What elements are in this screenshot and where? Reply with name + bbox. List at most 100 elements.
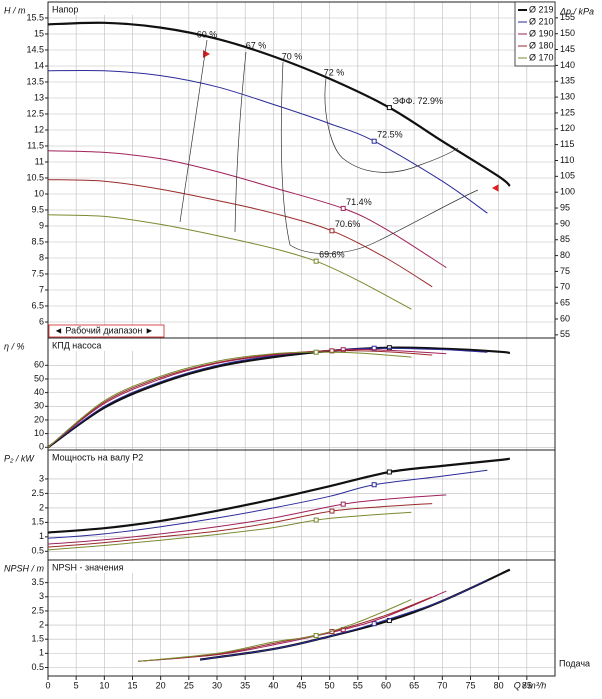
x-tick-label: 20 <box>156 680 166 690</box>
x-tick-label: 50 <box>325 680 335 690</box>
bep-label: 72.5% <box>377 130 403 140</box>
y2-tick-label: 60 <box>560 313 570 323</box>
y2-tick-label: 115 <box>560 139 574 149</box>
y-axis-label: NPSH / m <box>4 563 45 573</box>
x-tick-label: 0 <box>45 680 50 690</box>
x-axis-label-2: Подача <box>559 658 590 668</box>
y2-tick-label: 135 <box>560 76 575 86</box>
iso-label: 67 % <box>246 40 267 50</box>
bep-marker <box>371 138 377 144</box>
title-bg <box>49 451 159 463</box>
y-tick-label: 13.5 <box>26 76 44 86</box>
y2-tick-label: 70 <box>560 282 570 292</box>
title-bg <box>49 339 159 351</box>
y-tick-label: 12 <box>34 124 44 134</box>
y2-tick-label: 150 <box>560 28 575 38</box>
range-box <box>48 324 165 338</box>
y-tick-label: 20 <box>34 414 44 424</box>
curve <box>47 511 412 551</box>
iso-line <box>234 51 247 233</box>
iso-label: 60 % <box>197 29 218 39</box>
y-tick-label: 3 <box>39 473 44 483</box>
x-tick-label: 35 <box>240 680 250 690</box>
y2-tick-label: 90 <box>560 218 570 228</box>
legend-label: Ø 170 <box>529 52 554 62</box>
y2-tick-label: 75 <box>560 266 570 276</box>
curve <box>47 346 511 449</box>
y-tick-label: 10 <box>34 428 44 438</box>
y-tick-label: 8.5 <box>31 236 44 246</box>
x-tick-label: 75 <box>465 680 475 690</box>
y2-tick-label: 130 <box>560 91 575 101</box>
bep-marker <box>329 228 335 234</box>
panel: 6 6.5 7 7.5 8 8.5 9 9.5 10 10.5 11 11.5 12 12.5 13 13.5… <box>4 1 594 339</box>
title-bg <box>49 561 159 573</box>
y2-tick-label: 145 <box>560 44 575 54</box>
y-tick-label: 0.5 <box>31 662 44 672</box>
y-tick-label: 15 <box>34 28 44 38</box>
y2-tick-label: 65 <box>560 298 570 308</box>
y-tick-label: 60 <box>34 360 44 370</box>
bep-marker <box>371 482 377 488</box>
y-tick-label: 3.5 <box>31 577 44 587</box>
y-tick-label: 10 <box>34 188 44 198</box>
y-tick-label: 7 <box>39 284 44 294</box>
y2-tick-label: 85 <box>560 234 570 244</box>
curve <box>47 469 488 539</box>
y-tick-label: 14 <box>34 60 44 70</box>
y2-tick-label: 120 <box>560 123 575 133</box>
curve <box>47 348 447 448</box>
y-tick-label: 11.5 <box>27 140 44 150</box>
y2-tick-label: 155 <box>560 12 575 22</box>
y2-axis-label: Δp / kPa <box>559 6 594 16</box>
bep-marker <box>371 621 377 627</box>
y-tick-label: 1.5 <box>31 634 44 644</box>
y-tick-label: 1 <box>39 531 44 541</box>
iso-efficiency-lines <box>179 39 479 254</box>
x-tick-label: 45 <box>296 680 306 690</box>
y-tick-label: 7.5 <box>31 268 44 278</box>
x-tick-label: 60 <box>381 680 391 690</box>
y-tick-label: 1 <box>39 648 44 658</box>
y-axis-label: P₂ / kW <box>4 453 35 463</box>
bep-marker <box>313 258 319 264</box>
panel: 0 5 10 15 20 25 30 35 40 45 50 55 60 65 70 75 80 85 0.5 1 1.… <box>4 559 590 690</box>
y-axis-label: η / % <box>4 341 25 351</box>
bep-marker <box>313 517 319 523</box>
panel: 0 10 20 30 40 50 60 КПД насоса η / % <box>4 337 556 452</box>
y-tick-label: 30 <box>34 401 44 411</box>
x-tick-label: 10 <box>99 680 109 690</box>
y-tick-label: 12.5 <box>26 108 44 118</box>
y-tick-label: 9.5 <box>31 204 44 214</box>
y-tick-label: 0 <box>39 442 44 452</box>
y2-tick-label: 100 <box>560 187 575 197</box>
y2-tick-label: 80 <box>560 250 570 260</box>
curve <box>47 351 412 448</box>
y-tick-label: 2 <box>39 502 44 512</box>
y-tick-label: 11 <box>35 156 44 166</box>
y-tick-label: 15.5 <box>26 12 44 22</box>
iso-label: 72 % <box>324 67 345 77</box>
curve <box>47 350 433 448</box>
y2-tick-label: 140 <box>560 60 575 70</box>
y-tick-label: 6.5 <box>31 300 44 310</box>
y-tick-label: 2.5 <box>31 605 44 615</box>
y-tick-label: 2 <box>39 619 44 629</box>
curve <box>47 69 488 214</box>
legend-label: Ø 190 <box>529 28 554 38</box>
y2-tick-label: 125 <box>560 107 575 117</box>
bep-marker <box>329 348 335 354</box>
iso-line <box>280 61 479 254</box>
panel-title: NPSH - значения <box>52 562 124 572</box>
y-tick-label: 1.5 <box>31 517 44 527</box>
x-axis-label: Q / m³/h <box>514 680 547 690</box>
curve <box>47 457 511 534</box>
bep-label: 71.4% <box>346 197 372 207</box>
curve <box>47 503 433 548</box>
x-tick-label: 70 <box>437 680 447 690</box>
curve <box>47 179 433 288</box>
range-label: ◄ Рабочий диапазон ► <box>54 325 154 335</box>
curve <box>47 21 511 187</box>
bep-marker <box>329 508 335 514</box>
